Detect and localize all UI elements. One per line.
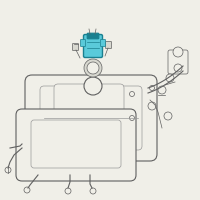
Circle shape <box>130 92 134 97</box>
Circle shape <box>173 47 183 57</box>
Circle shape <box>164 112 172 120</box>
Circle shape <box>148 102 156 110</box>
Circle shape <box>24 187 30 193</box>
FancyBboxPatch shape <box>168 50 188 74</box>
FancyBboxPatch shape <box>31 120 121 168</box>
FancyBboxPatch shape <box>16 109 136 181</box>
FancyBboxPatch shape <box>25 75 157 161</box>
Circle shape <box>150 86 154 90</box>
FancyBboxPatch shape <box>87 33 99 39</box>
Circle shape <box>65 188 71 194</box>
FancyBboxPatch shape <box>72 44 78 50</box>
FancyBboxPatch shape <box>40 86 142 150</box>
FancyBboxPatch shape <box>54 84 124 124</box>
Circle shape <box>90 188 96 194</box>
Circle shape <box>84 77 102 95</box>
Circle shape <box>158 86 166 94</box>
Circle shape <box>174 64 182 72</box>
FancyBboxPatch shape <box>80 40 86 46</box>
Circle shape <box>130 116 134 120</box>
Circle shape <box>5 167 11 173</box>
FancyBboxPatch shape <box>101 40 106 46</box>
Circle shape <box>166 74 174 82</box>
FancyBboxPatch shape <box>106 42 112 48</box>
FancyBboxPatch shape <box>84 34 102 58</box>
